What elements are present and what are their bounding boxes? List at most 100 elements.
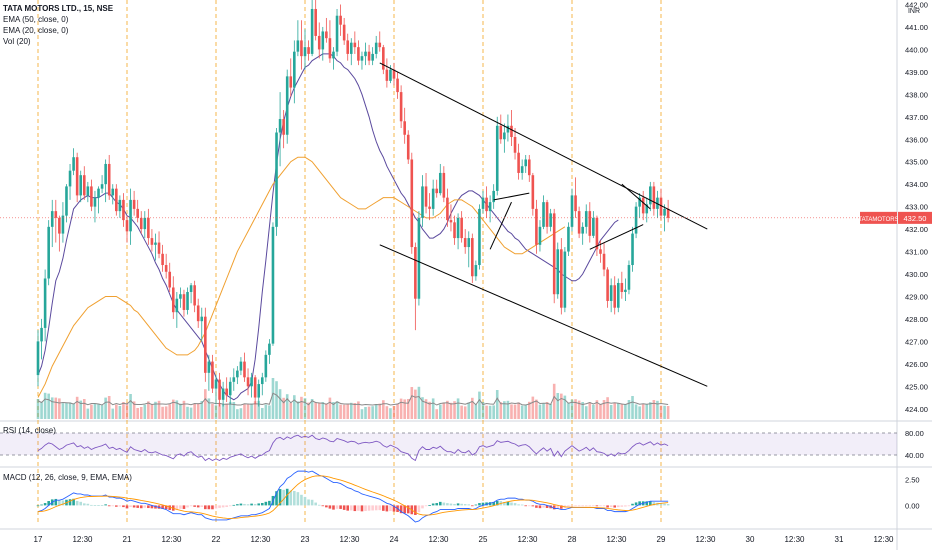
volume-legend[interactable]: Vol (20) bbox=[3, 37, 31, 46]
candle-body bbox=[478, 208, 481, 266]
macd-histogram-bar bbox=[303, 496, 307, 506]
volume-bar bbox=[296, 401, 300, 419]
price-tick-label: 433.00 bbox=[905, 203, 928, 212]
candle-body bbox=[218, 379, 221, 400]
candle-body bbox=[463, 238, 467, 248]
macd-histogram-bar bbox=[314, 502, 317, 506]
macd-histogram-bar bbox=[421, 505, 424, 509]
candle-body bbox=[328, 38, 332, 59]
price-tick-label: 425.00 bbox=[905, 382, 928, 391]
symbol-title[interactable]: TATA MOTORS LTD., 15, NSE bbox=[3, 4, 114, 13]
volume-bar bbox=[520, 405, 524, 419]
volume-bar bbox=[346, 403, 350, 419]
candle-body bbox=[495, 125, 499, 191]
candle-body bbox=[620, 282, 624, 292]
volume-bar bbox=[513, 404, 517, 419]
macd-histogram-bar bbox=[599, 505, 602, 507]
candle-body bbox=[303, 47, 307, 57]
candle-body bbox=[82, 175, 86, 196]
candle-body bbox=[645, 204, 649, 214]
volume-bar bbox=[638, 406, 641, 419]
candle-body bbox=[649, 186, 652, 205]
price-tick-label: 429.00 bbox=[905, 292, 928, 301]
volume-bar bbox=[378, 403, 382, 419]
macd-histogram-bar bbox=[310, 499, 314, 506]
rsi-tick-label: 40.00 bbox=[905, 451, 924, 460]
candle-body bbox=[90, 186, 93, 207]
volume-bar bbox=[136, 408, 139, 419]
ema50-legend[interactable]: EMA (50, close, 0) bbox=[3, 15, 69, 24]
macd-histogram-bar bbox=[652, 502, 656, 506]
macd-histogram-bar bbox=[456, 503, 460, 506]
macd-histogram-bar bbox=[460, 503, 463, 506]
macd-histogram-bar bbox=[179, 505, 182, 509]
volume-bar bbox=[552, 383, 556, 419]
rsi-band bbox=[0, 433, 897, 455]
candle-body bbox=[186, 291, 189, 310]
volume-bar bbox=[82, 399, 86, 419]
macd-histogram-bar bbox=[332, 505, 335, 510]
candle-body bbox=[606, 269, 609, 301]
volume-bar bbox=[310, 399, 314, 419]
candle-body bbox=[278, 119, 282, 133]
channel-upper-trendline bbox=[379, 62, 708, 230]
channel-lower-trendline bbox=[379, 244, 708, 387]
time-tick-label: 12:30 bbox=[428, 535, 449, 544]
macd-histogram-bar bbox=[285, 488, 289, 506]
volume-bar bbox=[602, 400, 606, 419]
ema20-legend[interactable]: EMA (20, close, 0) bbox=[3, 26, 69, 35]
volume-bar bbox=[150, 404, 154, 419]
volume-ma-line bbox=[37, 392, 669, 406]
macd-histogram-bar bbox=[257, 503, 261, 506]
candle-body bbox=[428, 206, 431, 209]
macd-histogram-bar bbox=[371, 505, 374, 511]
price-tick-label: 431.00 bbox=[905, 248, 928, 257]
candle-body bbox=[552, 213, 556, 295]
candle-body bbox=[414, 247, 417, 299]
macd-histogram-bar bbox=[542, 505, 545, 508]
candle-body bbox=[314, 8, 317, 36]
macd-histogram-bar bbox=[211, 505, 214, 510]
volume-bar bbox=[641, 404, 645, 419]
macd-label[interactable]: MACD (12, 26, close, 9, EMA, EMA) bbox=[3, 473, 132, 482]
candle-body bbox=[353, 42, 357, 48]
macd-histogram-bar bbox=[503, 501, 506, 506]
volume-bar bbox=[478, 391, 481, 419]
macd-histogram-bar bbox=[357, 505, 360, 511]
volume-bar bbox=[488, 405, 492, 419]
candle-body bbox=[168, 271, 172, 288]
macd-histogram-bar bbox=[54, 498, 58, 506]
volume-bar bbox=[107, 396, 111, 419]
candle-body bbox=[389, 69, 392, 81]
volume-bar bbox=[666, 406, 670, 419]
macd-histogram-bar bbox=[520, 504, 524, 506]
price-tag: 432.50 bbox=[904, 214, 927, 223]
rsi-label[interactable]: RSI (14, close) bbox=[3, 426, 56, 435]
macd-histogram-bar bbox=[392, 505, 396, 512]
candle-body bbox=[499, 125, 503, 140]
macd-histogram-bar bbox=[367, 505, 371, 511]
candle-body bbox=[275, 132, 278, 227]
macd-histogram-bar bbox=[602, 505, 606, 507]
macd-histogram-bar bbox=[556, 505, 560, 509]
macd-histogram-bar bbox=[328, 505, 332, 509]
candle-body bbox=[367, 51, 371, 61]
price-tick-label: 441.00 bbox=[905, 23, 928, 32]
volume-bar bbox=[663, 405, 666, 419]
volume-bar bbox=[300, 396, 303, 419]
volume-bar bbox=[282, 397, 285, 419]
price-tick-label: 430.00 bbox=[905, 270, 928, 279]
volume-bar bbox=[54, 397, 58, 419]
price-tick-label: 426.00 bbox=[905, 360, 928, 369]
candle-body bbox=[129, 199, 132, 232]
volume-bar bbox=[243, 404, 246, 419]
candle-body bbox=[510, 125, 513, 138]
candle-body bbox=[599, 249, 602, 254]
rsi-line bbox=[37, 434, 669, 462]
candle-body bbox=[221, 388, 225, 400]
candle-body bbox=[161, 253, 164, 266]
volume-bar bbox=[349, 402, 353, 419]
